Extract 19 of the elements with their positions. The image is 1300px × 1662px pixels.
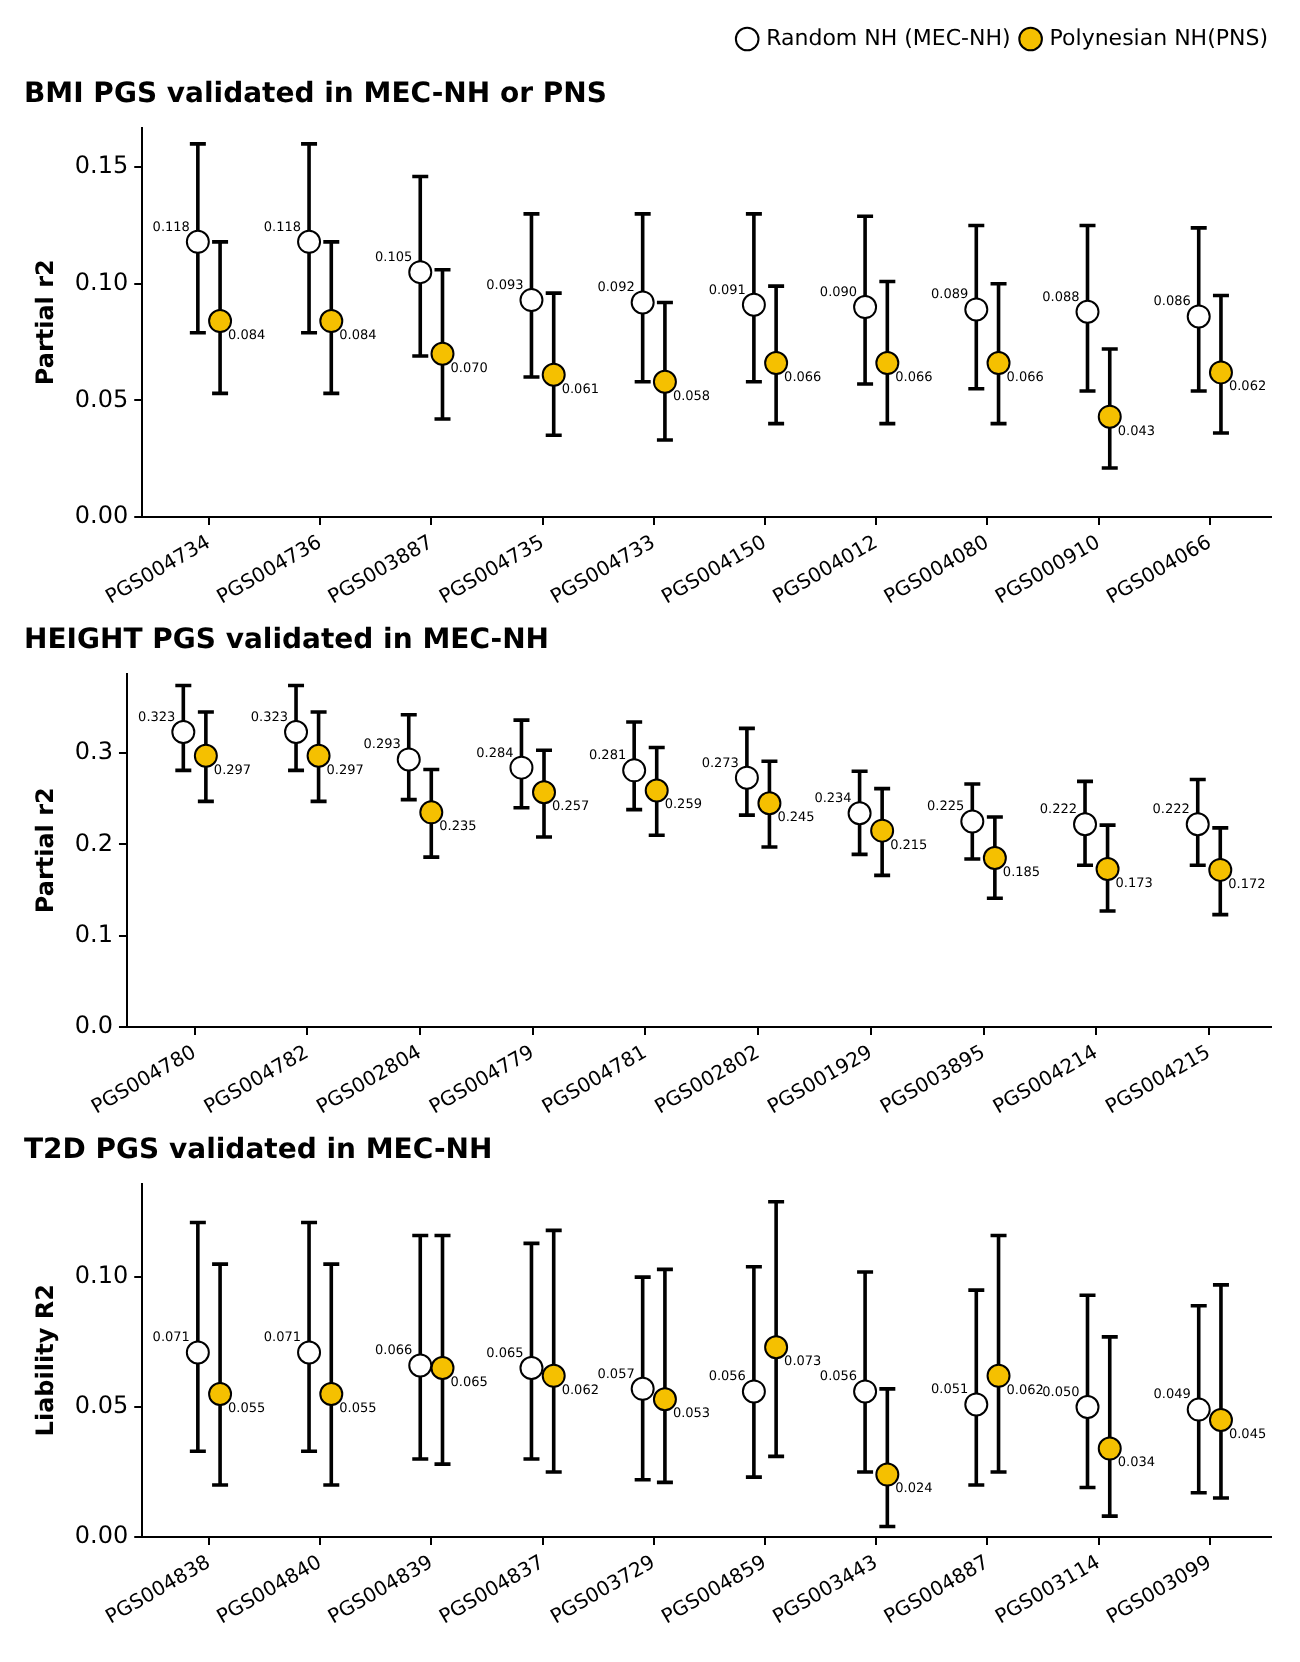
chart-title: T2D PGS validated in MEC-NH [24, 1134, 493, 1167]
y-tick-label: 0.10 [74, 268, 129, 297]
y-axis-title: Partial r2 [30, 259, 59, 386]
legend-label: Polynesian NH(PNS) [1049, 24, 1269, 51]
y-tick-label: 0.3 [74, 737, 113, 766]
y-tick-label: 0.00 [74, 1521, 129, 1550]
chart-title: BMI PGS validated in MEC-NH or PNS [24, 78, 607, 111]
y-tick-label: 0.05 [74, 384, 129, 413]
y-tick-label: 0.1 [74, 919, 113, 948]
y-axis-title: Partial r2 [30, 787, 59, 914]
y-tick-label: 0.2 [74, 828, 113, 857]
y-tick-label: 0.15 [74, 151, 129, 180]
y-tick-label: 0.10 [74, 1261, 129, 1290]
y-tick-label: 0.05 [74, 1391, 129, 1420]
legend-label: Random NH (MEC-NH) [766, 24, 1011, 51]
chart-title: HEIGHT PGS validated in MEC-NH [24, 624, 550, 657]
y-tick-label: 0.00 [74, 501, 129, 530]
y-tick-label: 0.0 [74, 1011, 113, 1040]
y-axis-title: Liability R2 [30, 1284, 59, 1437]
